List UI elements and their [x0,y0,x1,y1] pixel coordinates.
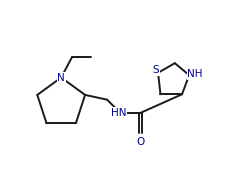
Text: N: N [57,72,65,83]
Text: O: O [136,137,145,147]
Text: NH: NH [187,69,203,79]
Text: S: S [153,65,159,75]
Text: HN: HN [111,108,126,118]
